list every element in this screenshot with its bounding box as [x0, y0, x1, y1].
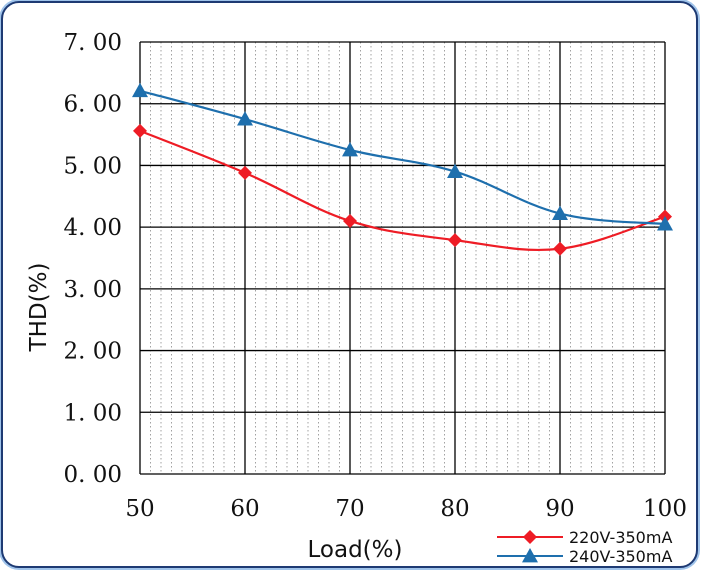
y-tick-label: 4. 00	[63, 215, 122, 241]
minor-grid	[150, 42, 655, 474]
y-axis-title: THD(%)	[26, 263, 52, 353]
y-tick-label: 3. 00	[63, 277, 122, 303]
y-tick-label: 6. 00	[63, 92, 122, 118]
series-2-point	[552, 205, 568, 220]
x-axis-title: Load(%)	[308, 537, 403, 563]
x-tick-label: 100	[643, 496, 687, 522]
series-line-2	[139, 89, 666, 226]
series-2-point	[447, 163, 463, 178]
series-2-point	[657, 216, 673, 231]
series-markers	[132, 82, 673, 256]
series-1-point	[238, 165, 252, 180]
series-1-point	[448, 233, 462, 248]
y-tick-label: 7. 00	[63, 30, 122, 56]
y-tick-label: 5. 00	[63, 153, 122, 179]
legend-label-1: 220V-350mA	[569, 528, 672, 547]
legend-label-2: 240V-350mA	[569, 547, 672, 566]
x-tick-label: 50	[125, 496, 154, 522]
y-tick-label: 0. 00	[63, 462, 122, 488]
series-line-1	[139, 129, 666, 252]
series-2-point	[342, 142, 358, 157]
series-1-point	[133, 123, 147, 138]
series-1-point	[553, 241, 567, 256]
series-1-point	[343, 213, 357, 228]
series-2-point	[132, 82, 148, 98]
x-tick-label: 80	[440, 496, 469, 522]
series-2-point	[237, 111, 253, 126]
x-tick-label: 70	[335, 496, 364, 522]
y-tick-label: 2. 00	[63, 339, 122, 365]
series-lines	[139, 89, 666, 252]
tick-labels: 0. 00 1. 00 2. 00 3. 00 4. 00 5. 00 6. 00 7. 00…	[63, 30, 686, 522]
x-tick-label: 90	[545, 496, 574, 522]
legend-marker-1	[523, 530, 537, 544]
y-tick-label: 1. 00	[63, 400, 122, 426]
x-tick-label: 60	[230, 496, 259, 522]
legend-marker-2	[522, 548, 538, 563]
